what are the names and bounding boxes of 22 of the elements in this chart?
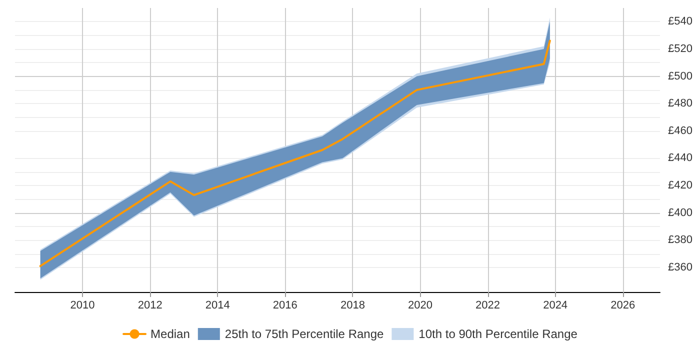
x-tick-label: 2012 [138, 300, 162, 312]
y-tick-label: £500 [668, 70, 692, 82]
y-tick-label: £380 [668, 234, 692, 246]
y-tick-label: £460 [668, 124, 692, 137]
x-tick-label: 2010 [70, 300, 95, 312]
legend-label: 10th to 90th Percentile Range [418, 327, 578, 341]
y-tick-label: £520 [668, 42, 692, 55]
x-tick-label: 2014 [205, 300, 230, 312]
x-tick-label: 2024 [543, 300, 568, 312]
x-tick-label: 2020 [408, 300, 432, 312]
y-tick-label: £540 [668, 16, 692, 28]
y-tick-label: £400 [668, 206, 692, 219]
y-tick-label: £440 [668, 152, 692, 164]
x-tick-label: 2026 [610, 300, 636, 312]
y-tick-label: £480 [668, 98, 692, 110]
y-tick-label: £360 [668, 261, 692, 274]
x-tick-label: 2016 [272, 300, 298, 312]
legend-label: Median [150, 327, 190, 341]
legend-label: 25th to 75th Percentile Range [224, 327, 384, 341]
x-tick-label: 2018 [340, 300, 365, 312]
y-tick-label: £420 [668, 180, 692, 192]
x-tick-label: 2022 [476, 300, 500, 312]
